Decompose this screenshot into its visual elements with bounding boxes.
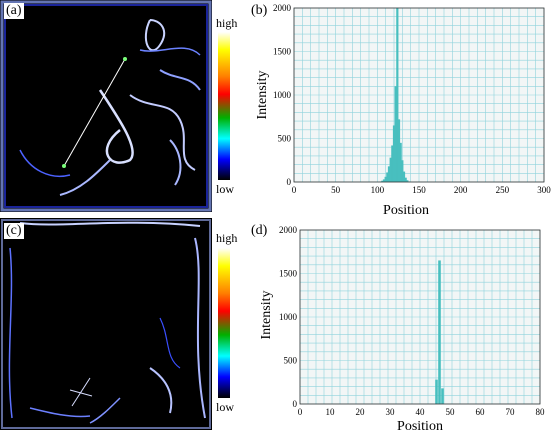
x-tick-label: 40 — [416, 407, 426, 417]
colorbar-c — [218, 248, 230, 398]
fiber-image-a — [0, 0, 212, 212]
y-tick-label: 0 — [287, 177, 292, 187]
panel-label-a: (a) — [4, 3, 24, 19]
x-tick-label: 0 — [298, 407, 303, 417]
x-tick-label: 250 — [496, 185, 510, 195]
colorbar-low-a: low — [216, 182, 234, 197]
panel-label-c: (c) — [4, 223, 24, 239]
y-tick-label: 1000 — [273, 90, 292, 100]
x-tick-label: 150 — [412, 185, 426, 195]
x-tick-label: 100 — [371, 185, 385, 195]
histogram-d: Intensity Position 0 10 20 30 40 50 60 70 80 0 500… — [244, 220, 554, 434]
x-tick-label: 10 — [326, 407, 336, 417]
colorbar-low-c: low — [216, 400, 234, 415]
y-axis-label-d: Intensity — [259, 291, 274, 340]
histogram-bar — [435, 380, 438, 404]
y-tick-label: 1500 — [279, 269, 298, 279]
x-axis-label-b: Position — [383, 203, 429, 218]
y-tick-label: 0 — [293, 399, 298, 409]
histogram-bar — [438, 260, 441, 404]
x-tick-label: 20 — [356, 407, 366, 417]
x-tick-label: 50 — [446, 407, 456, 417]
y-tick-label: 500 — [284, 356, 298, 366]
x-tick-label: 70 — [506, 407, 516, 417]
y-tick-label: 2000 — [273, 3, 292, 13]
histogram-b: Intensity Position 0 50 100 150 200 250 300 0 50… — [244, 0, 554, 218]
x-tick-label: 30 — [386, 407, 396, 417]
x-tick-label: 60 — [476, 407, 486, 417]
x-tick-label: 80 — [536, 407, 546, 417]
fiber-network-c — [0, 218, 212, 430]
histogram-bar — [441, 388, 444, 404]
x-tick-label: 50 — [331, 185, 341, 195]
fiber-network-a — [0, 0, 212, 212]
x-tick-label: 0 — [292, 185, 297, 195]
colorbar-high-c: high — [216, 231, 237, 246]
fiber-image-c — [0, 218, 212, 430]
y-tick-label: 1000 — [279, 312, 298, 322]
x-axis-label-d: Position — [397, 419, 443, 434]
y-axis-label-b: Intensity — [255, 71, 270, 120]
y-tick-label: 500 — [278, 134, 292, 144]
colorbar-high-a: high — [216, 16, 237, 31]
colorbar-a — [218, 32, 230, 180]
x-tick-label: 200 — [454, 185, 468, 195]
x-tick-label: 300 — [537, 185, 551, 195]
y-tick-label: 1500 — [273, 47, 292, 57]
y-tick-label: 2000 — [279, 225, 298, 235]
